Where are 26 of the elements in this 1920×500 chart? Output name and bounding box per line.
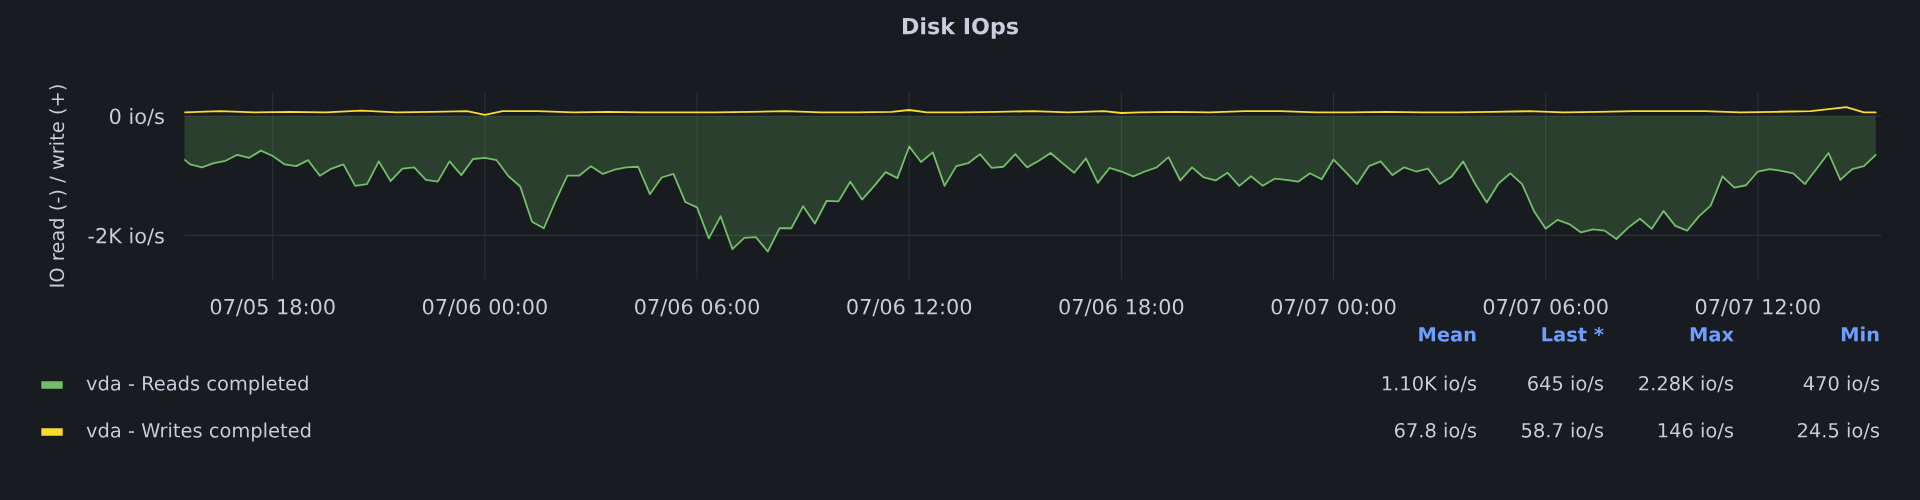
legend-label: vda - Writes completed bbox=[86, 422, 311, 442]
x-tick-label: 07/07 06:00 bbox=[1483, 298, 1608, 317]
text: 2.28K io/s bbox=[1639, 375, 1734, 393]
x-tick-label: 07/07 00:00 bbox=[1271, 298, 1396, 317]
text: 1.10K io/s bbox=[1382, 375, 1477, 393]
text: 470 io/s bbox=[1803, 375, 1880, 393]
y-tick-label: 0 io/s bbox=[109, 108, 164, 126]
x-tick-label: 07/06 12:00 bbox=[847, 298, 972, 317]
text: Last * bbox=[1542, 326, 1604, 342]
text: Max bbox=[1690, 327, 1734, 342]
x-tick-label: 07/07 12:00 bbox=[1695, 298, 1820, 317]
text: Min bbox=[1841, 326, 1879, 342]
text: 24.5 io/s bbox=[1797, 422, 1880, 440]
text: Mean bbox=[1419, 327, 1476, 342]
text: 645 io/s bbox=[1528, 375, 1604, 393]
x-tick-label: 07/06 00:00 bbox=[422, 298, 547, 317]
text: 67.8 io/s bbox=[1394, 422, 1477, 440]
legend-label: vda - Reads completed bbox=[86, 375, 308, 395]
text: 146 io/s bbox=[1658, 422, 1734, 440]
x-tick-label: 07/06 06:00 bbox=[635, 298, 760, 317]
y-tick-label: -2K io/s bbox=[88, 227, 164, 246]
y-axis-title: IO read (-) / write (+) bbox=[49, 85, 67, 287]
x-tick-label: 07/06 18:00 bbox=[1059, 298, 1184, 317]
chart-title: Disk IOps bbox=[902, 17, 1018, 39]
text: 58.7 io/s bbox=[1522, 422, 1604, 440]
x-tick-label: 07/05 18:00 bbox=[210, 298, 335, 317]
